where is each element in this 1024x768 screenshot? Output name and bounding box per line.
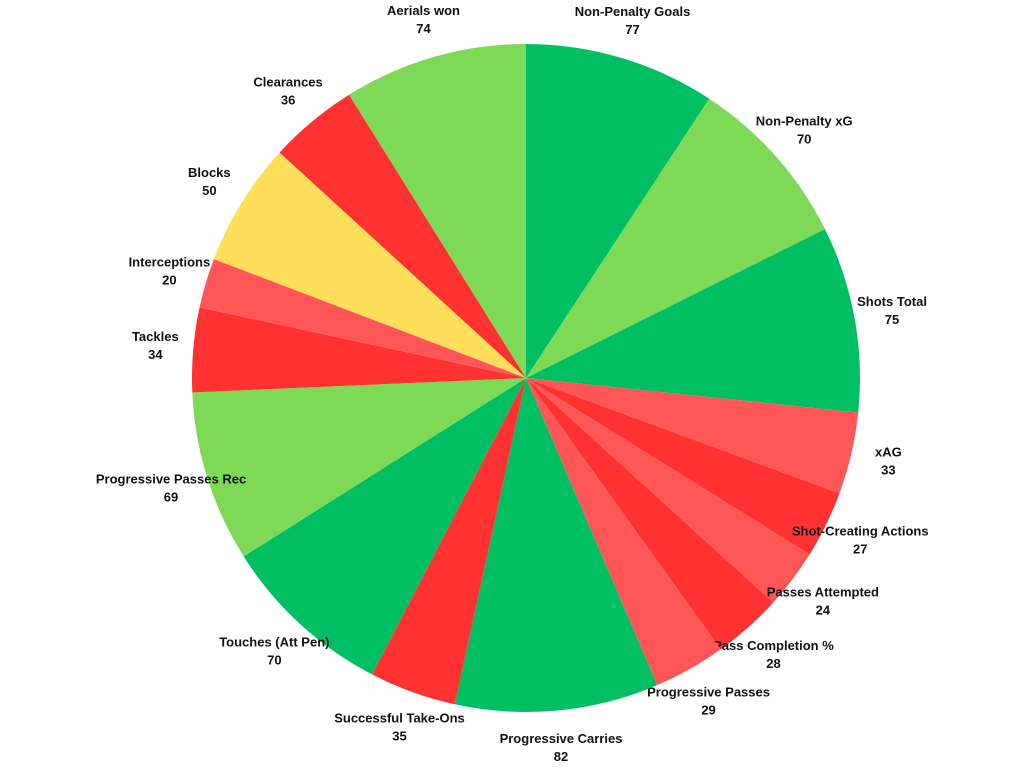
- slice-label: Pass Completion %: [713, 638, 834, 653]
- slice-label: Progressive Carries: [500, 731, 623, 746]
- slice-value: 82: [554, 749, 568, 764]
- slice-label: xAG: [875, 445, 902, 460]
- pie-slice: [526, 98, 825, 378]
- pie-slice: [526, 378, 721, 686]
- slice-value: 34: [148, 347, 163, 362]
- pie-slice: [526, 44, 710, 378]
- slice-value: 24: [816, 603, 831, 618]
- slice-value: 35: [392, 728, 406, 743]
- slice-label: Touches (Att Pen): [219, 634, 329, 649]
- slice-label: Progressive Passes Rec: [96, 472, 246, 487]
- slice-value: 33: [881, 463, 895, 478]
- pie-slice: [192, 378, 526, 557]
- slice-label: Clearances: [253, 74, 322, 89]
- pie-slice: [279, 94, 526, 378]
- pie-slice: [243, 378, 526, 675]
- slice-value: 75: [885, 312, 899, 327]
- slice-label: Interceptions: [129, 255, 211, 270]
- slice-label: Tackles: [132, 329, 179, 344]
- slice-label: Non-Penalty Goals: [575, 4, 691, 19]
- slice-label: Shot-Creating Actions: [792, 524, 929, 539]
- slice-value: 27: [853, 542, 867, 557]
- pie-slice: [526, 378, 774, 650]
- pie-slice: [526, 378, 859, 494]
- slice-label: Blocks: [188, 165, 231, 180]
- slice-value: 69: [164, 490, 178, 505]
- slice-value: 74: [416, 21, 431, 36]
- pie-slice: [349, 44, 526, 378]
- slice-value: 50: [202, 183, 216, 198]
- pie-slice: [526, 378, 840, 555]
- pie-slice: [199, 259, 527, 378]
- pie-slice: [526, 378, 810, 603]
- pie-slice: [526, 229, 860, 413]
- pie-slice: [372, 378, 526, 705]
- pie-slice: [213, 152, 526, 378]
- pie-slice: [192, 307, 526, 393]
- slice-value: 36: [281, 92, 295, 107]
- slice-value: 70: [797, 131, 811, 146]
- slice-label: Progressive Passes: [647, 685, 770, 700]
- slice-value: 20: [162, 273, 176, 288]
- slice-label: Aerials won: [387, 3, 460, 18]
- slice-value: 70: [267, 652, 281, 667]
- pie-slice: [454, 378, 658, 712]
- slice-label: Non-Penalty xG: [756, 113, 853, 128]
- slice-label: Successful Take-Ons: [334, 710, 465, 725]
- slice-value: 77: [625, 22, 639, 37]
- slice-label: Shots Total: [857, 294, 927, 309]
- slice-label: Passes Attempted: [767, 585, 879, 600]
- slice-value: 28: [766, 656, 780, 671]
- slice-value: 29: [701, 703, 715, 718]
